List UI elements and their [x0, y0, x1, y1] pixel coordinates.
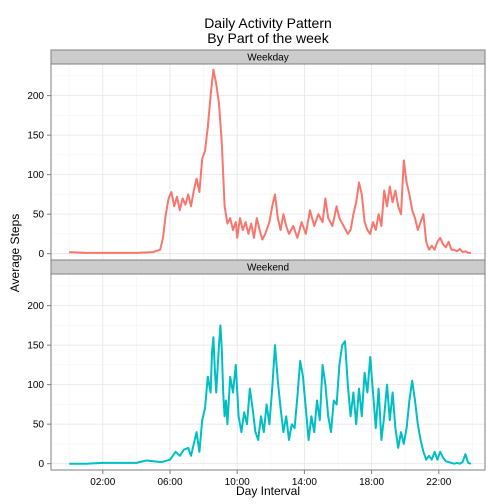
facet-strip-label: Weekday — [247, 53, 289, 64]
series-line-weekend — [69, 324, 472, 465]
y-tick-label: 200 — [27, 301, 44, 312]
plot-background — [51, 64, 485, 260]
panel-border — [50, 273, 486, 471]
y-tick-label: 50 — [33, 420, 45, 431]
chart-title-line: By Part of the week — [207, 30, 329, 46]
facet-panel-weekend: Weekend 0 50 100 150 200 — [27, 259, 486, 471]
x-axis: 02:00 06:00 10:00 14:00 18:00 22:00 — [90, 470, 452, 488]
facet-panel-weekday: Weekday 0 50 100 150 200 — [27, 49, 486, 261]
x-tick-label: 18:00 — [359, 477, 384, 488]
plot-background — [51, 274, 485, 470]
chart-title-line: Daily Activity Pattern — [204, 15, 332, 31]
y-axis-title: Average Steps — [8, 214, 22, 293]
y-tick-label: 150 — [27, 341, 44, 352]
y-tick-label: 50 — [33, 210, 45, 221]
y-tick-label: 100 — [27, 380, 44, 391]
x-tick-label: 10:00 — [225, 477, 250, 488]
y-tick-label: 200 — [27, 91, 44, 102]
y-tick-label: 0 — [38, 459, 44, 470]
y-tick-label: 100 — [27, 170, 44, 181]
x-tick-label: 06:00 — [157, 477, 182, 488]
x-tick-label: 22:00 — [426, 477, 451, 488]
x-axis-title: Day Interval — [236, 484, 300, 498]
facet-strip-label: Weekend — [247, 263, 289, 274]
chart-panels: Weekday 0 50 100 150 200 Weekend 0 50 100 150 200 — [27, 49, 486, 471]
series-line-weekday — [69, 68, 471, 254]
x-tick-label: 02:00 — [90, 477, 115, 488]
x-tick-label: 14:00 — [292, 477, 317, 488]
y-tick-label: 150 — [27, 131, 44, 142]
y-tick-label: 0 — [38, 249, 44, 260]
